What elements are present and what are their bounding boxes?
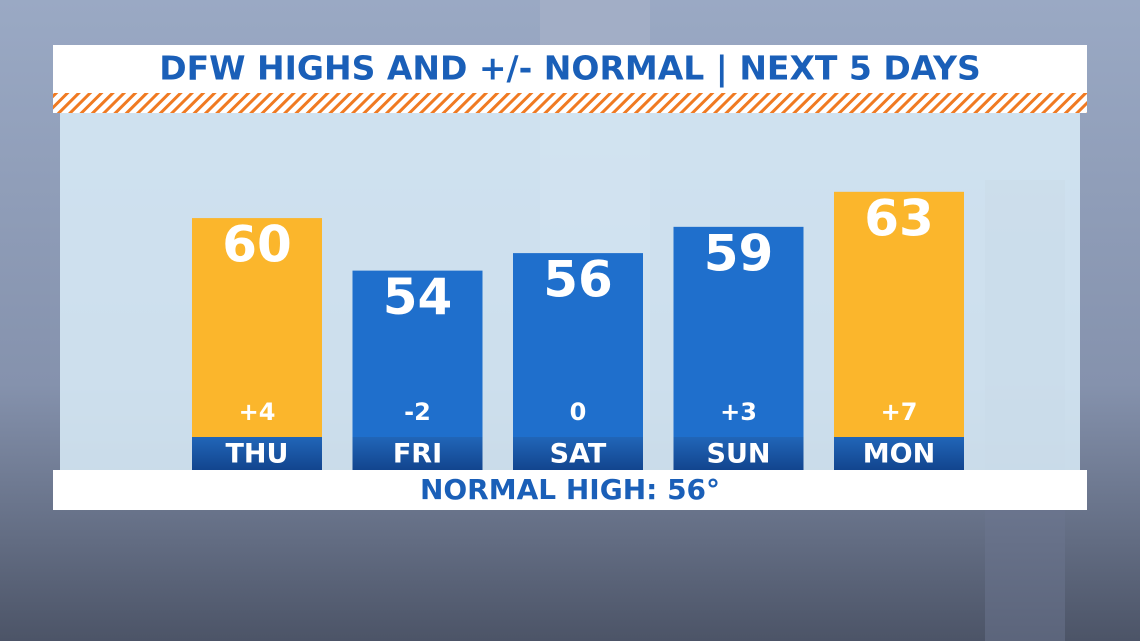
x-tick-label: SUN xyxy=(707,439,771,470)
stripe xyxy=(53,93,1087,113)
bar xyxy=(352,270,483,437)
x-tick-label: THU xyxy=(226,439,289,470)
title-bar xyxy=(53,45,1087,93)
value-label: 56 xyxy=(543,251,613,309)
value-label: 63 xyxy=(864,189,934,247)
day-box xyxy=(834,437,964,470)
bar xyxy=(673,226,804,437)
day-box xyxy=(673,437,804,470)
departure-label: 0 xyxy=(570,398,587,426)
value-label: 60 xyxy=(222,216,292,274)
x-tick-label: SAT xyxy=(550,439,607,470)
bars: 60 +4 THU 54 -2 FRI 56 0 SAT 59 +3 SUN 63 +7 MON xyxy=(192,189,964,470)
departure-label: +4 xyxy=(239,398,276,426)
bar xyxy=(192,218,322,437)
footer: NORMAL HIGH: 56° xyxy=(420,473,720,506)
day-box xyxy=(352,437,483,470)
footer-bar xyxy=(53,470,1087,510)
bar xyxy=(513,253,643,437)
x-tick-label: MON xyxy=(863,439,935,470)
day-box xyxy=(192,437,322,470)
day-box xyxy=(513,437,643,470)
departure-label: -2 xyxy=(404,398,431,426)
x-tick-label: FRI xyxy=(393,439,442,470)
value-label: 59 xyxy=(704,224,774,282)
chart-title: DFW HIGHS AND +/- NORMAL | NEXT 5 DAYS xyxy=(159,49,981,88)
value-label: 54 xyxy=(383,268,453,326)
departure-label: +7 xyxy=(881,398,918,426)
bar xyxy=(834,191,964,437)
departure-label: +3 xyxy=(720,398,757,426)
